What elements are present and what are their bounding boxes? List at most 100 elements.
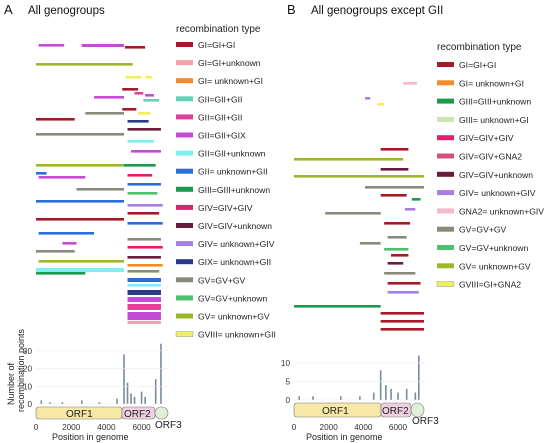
legend-label: GV= unknown+GV — [198, 312, 270, 322]
x-tick-label: 0 — [292, 423, 297, 432]
recombination-segment — [127, 304, 161, 310]
histogram-bar — [372, 392, 375, 400]
legend-swatch — [437, 135, 454, 141]
recombination-segment — [365, 97, 371, 100]
legend-label: GNA2= unknown+GIV — [459, 206, 544, 216]
recombination-segment — [387, 236, 407, 239]
legend-swatch — [437, 116, 454, 122]
histogram-bar — [359, 396, 361, 400]
y-tick-label: 20 — [23, 365, 33, 374]
histogram-bar — [126, 382, 129, 404]
legend-swatch — [437, 208, 454, 214]
recombination-segment — [325, 212, 381, 215]
histogram-bar — [154, 379, 157, 404]
panel-b-xlabel: Position in genome — [306, 432, 383, 442]
recombination-segment — [387, 262, 404, 265]
histogram-bar — [397, 392, 399, 400]
panel-b-orf1-label: ORF1 — [322, 406, 349, 417]
histogram-bar — [405, 388, 408, 400]
recombination-segment — [76, 188, 124, 191]
recombination-segment — [127, 246, 163, 249]
legend-label: GVIII=GI+GNA2 — [459, 280, 521, 290]
legend-label: GIII=GIII+unknown — [198, 185, 270, 195]
legend-label: GIV= unknown+GIV — [198, 239, 275, 249]
histogram-bar — [40, 400, 43, 404]
recombination-segment — [36, 118, 75, 121]
panel-a-legend-title: recombination type — [176, 24, 261, 35]
legend-label: GIV=GIV+GIV — [459, 133, 514, 143]
histogram-bar — [385, 385, 387, 400]
x-tick-label: 4000 — [354, 423, 373, 432]
legend-swatch — [176, 168, 193, 174]
panel-a-segments — [36, 44, 163, 324]
legend-swatch — [437, 153, 454, 159]
legend-label: GV= unknown+GV — [459, 261, 531, 271]
panel-a-orf3-label: ORF3 — [155, 420, 182, 431]
panel-a-orf3-box — [154, 406, 169, 420]
y-tick-label: 10 — [23, 382, 33, 391]
panel-a-title: All genogroups — [28, 5, 105, 17]
legend-swatch — [175, 331, 194, 337]
legend-label: GIX= unknown+GII — [198, 257, 271, 267]
histogram-bar — [312, 396, 314, 400]
recombination-segment — [380, 312, 424, 315]
x-tick-label: 2000 — [320, 423, 339, 432]
recombination-segment — [127, 264, 163, 267]
histogram-bar — [140, 391, 143, 404]
legend-swatch — [176, 259, 193, 265]
legend-swatch — [176, 186, 193, 192]
recombination-segment — [127, 256, 161, 259]
legend-label: GV=GV+GV — [198, 275, 246, 285]
recombination-segment — [365, 186, 424, 189]
legend-label: GII= unknown+GII — [198, 167, 268, 177]
histogram-bar — [116, 398, 118, 404]
legend-swatch — [176, 277, 193, 283]
panel-a-ylabel-line1: Number of — [6, 362, 16, 405]
recombination-segment — [384, 248, 409, 251]
recombination-segment — [294, 158, 404, 161]
legend-label: GIV=GIV+unknown — [198, 221, 272, 231]
panel-b-orf3-label: ORF3 — [412, 416, 439, 427]
legend-label: GV=GV+unknown — [459, 243, 528, 253]
histogram-bar — [123, 354, 125, 404]
y-tick-label: 30 — [23, 347, 33, 356]
legend-swatch — [437, 80, 454, 86]
legend-swatch — [437, 98, 454, 104]
legend-label: GII=GII+GIX — [198, 131, 246, 141]
recombination-segment — [85, 112, 124, 115]
histogram-bar — [144, 396, 146, 404]
recombination-segment — [294, 305, 381, 308]
panel-a-histogram — [40, 343, 162, 404]
x-tick-label: 6000 — [132, 423, 151, 432]
x-tick-label: 0 — [34, 423, 39, 432]
legend-swatch — [176, 150, 193, 156]
legend-swatch — [176, 132, 193, 138]
panel-a-ylabel-line2: recombination points — [16, 328, 26, 412]
recombination-segment — [403, 82, 418, 85]
histogram-bar — [133, 396, 136, 404]
legend-label: GI= unknown+GI — [198, 76, 263, 86]
recombination-segment — [36, 133, 124, 136]
histogram-bar — [98, 402, 101, 404]
panel-a: A All genogroups recombination type GI=G… — [4, 2, 276, 442]
legend-label: GI= unknown+GI — [459, 78, 524, 88]
legend-swatch — [176, 223, 193, 228]
recombination-segment — [127, 321, 161, 324]
recombination-segment — [38, 176, 86, 179]
legend-swatch — [437, 171, 454, 177]
recombination-segment — [404, 208, 416, 211]
histogram-bar — [49, 402, 51, 404]
recombination-segment — [380, 168, 409, 171]
recombination-segment — [134, 92, 144, 95]
histogram-bar — [414, 392, 417, 400]
recombination-segment — [294, 175, 424, 178]
legend-swatch — [176, 60, 193, 66]
recombination-segment — [380, 320, 424, 323]
recombination-segment — [38, 260, 124, 263]
histogram-bar — [61, 402, 64, 404]
x-tick-label: 4000 — [97, 423, 116, 432]
legend-swatch — [176, 42, 193, 47]
legend-swatch — [176, 295, 193, 301]
recombination-segment — [138, 112, 151, 115]
legend-swatch — [176, 114, 193, 120]
